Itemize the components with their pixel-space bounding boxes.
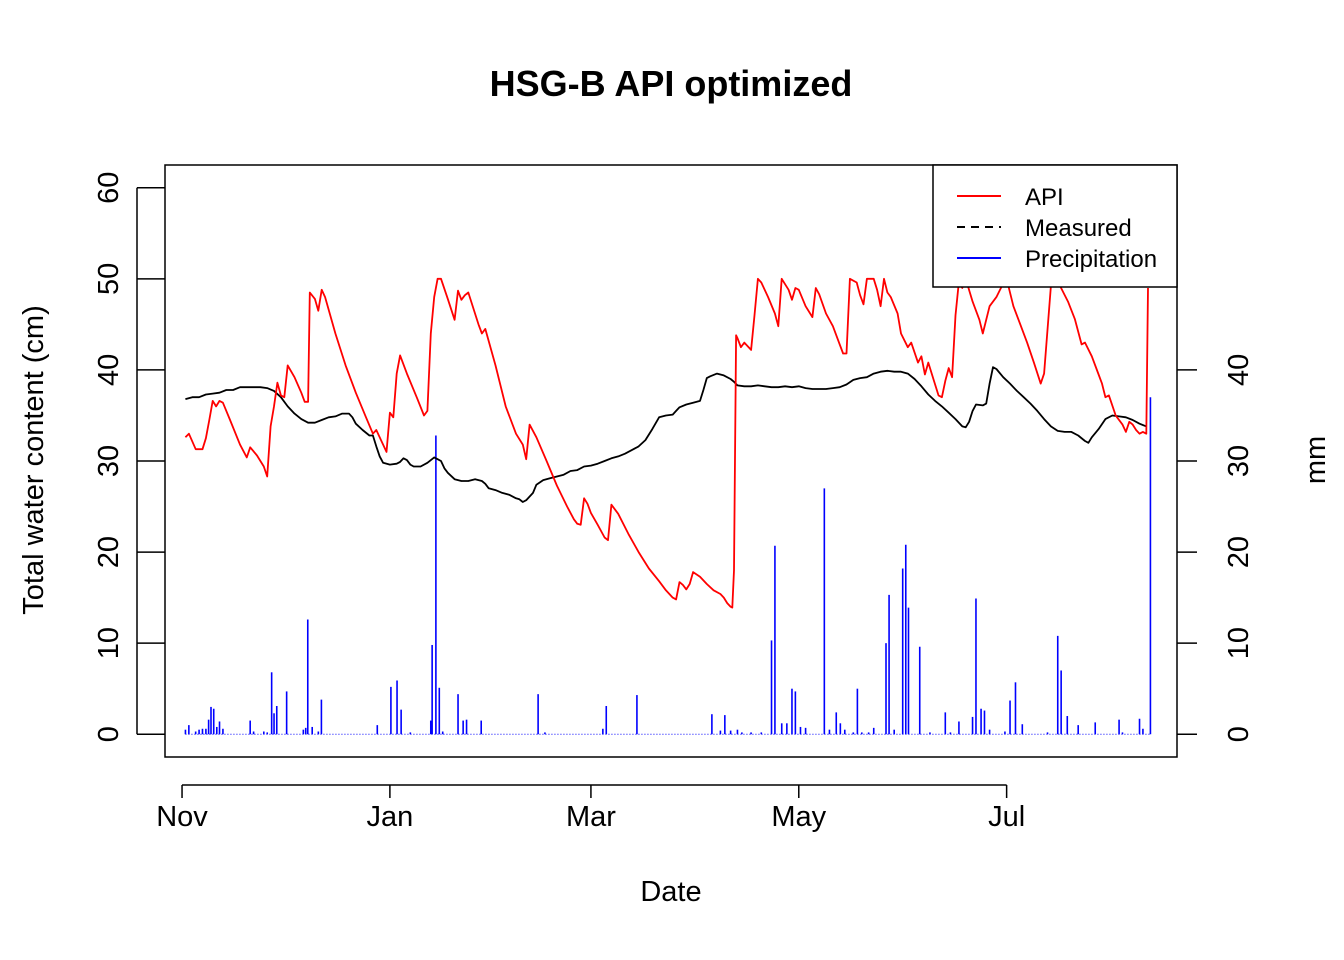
y-tick-label: 0 bbox=[93, 726, 125, 742]
y-tick-label: 50 bbox=[93, 263, 125, 295]
legend: API Measured Precipitation bbox=[932, 164, 1178, 288]
x-tick-label: May bbox=[771, 801, 826, 833]
axes: Nov Jan Mar May Jul 0 10 20 30 40 50 60 0 10 20 30 40 bbox=[93, 172, 1255, 833]
api-series bbox=[184, 277, 1149, 609]
x-tick-label: Mar bbox=[566, 801, 616, 833]
chart-title: HSG-B API optimized bbox=[490, 63, 853, 104]
legend-precipitation-label: Precipitation bbox=[1025, 246, 1157, 273]
measured-series bbox=[185, 366, 1147, 503]
y-axis-title: Total water content (cm) bbox=[18, 305, 50, 614]
measured-line bbox=[185, 366, 1147, 503]
y-right-tick-label: 40 bbox=[1223, 354, 1255, 386]
y-tick-label: 30 bbox=[93, 445, 125, 477]
y-right-tick-label: 20 bbox=[1223, 536, 1255, 568]
x-axis-title: Date bbox=[640, 876, 701, 908]
api-line bbox=[184, 277, 1149, 609]
y-axis-right-title: mm bbox=[1300, 436, 1332, 484]
plot-frame bbox=[164, 164, 1178, 758]
y-tick-label: 60 bbox=[93, 172, 125, 204]
legend-api-label: API bbox=[1025, 184, 1064, 211]
x-tick-label: Nov bbox=[156, 801, 208, 833]
y-tick-label: 40 bbox=[93, 354, 125, 386]
legend-measured-label: Measured bbox=[1025, 215, 1132, 242]
x-tick-label: Jul bbox=[988, 801, 1025, 833]
y-tick-label: 10 bbox=[93, 627, 125, 659]
y-right-tick-label: 10 bbox=[1223, 627, 1255, 659]
y-right-tick-label: 30 bbox=[1223, 445, 1255, 477]
precipitation-bars bbox=[184, 397, 1152, 735]
y-tick-label: 20 bbox=[93, 536, 125, 568]
y-right-tick-label: 0 bbox=[1223, 726, 1255, 742]
x-tick-label: Jan bbox=[367, 801, 414, 833]
